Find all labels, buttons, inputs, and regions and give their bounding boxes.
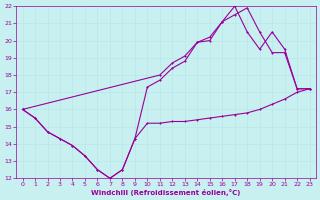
X-axis label: Windchill (Refroidissement éolien,°C): Windchill (Refroidissement éolien,°C): [92, 189, 241, 196]
